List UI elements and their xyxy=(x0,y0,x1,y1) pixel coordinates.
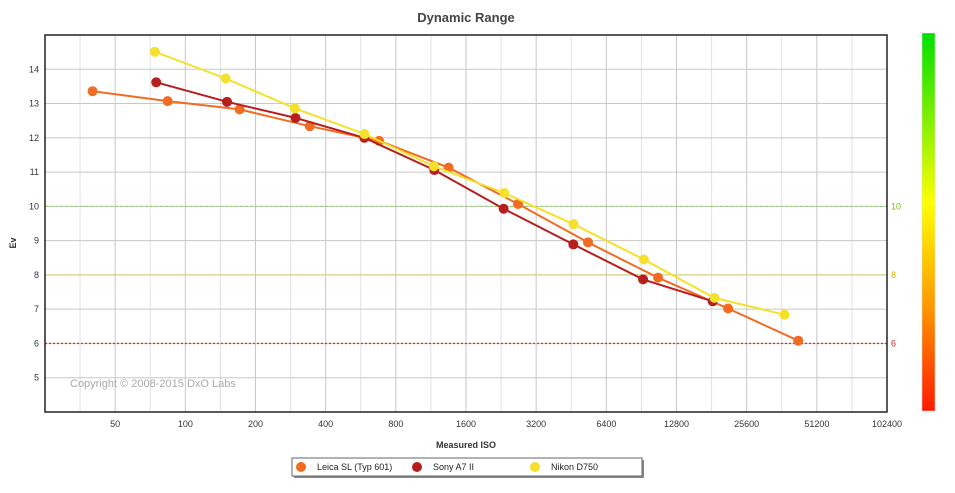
series-line xyxy=(92,90,799,342)
reference-label-10: 10 xyxy=(891,201,901,211)
color-scale-bar xyxy=(921,32,936,412)
plot-area-border xyxy=(44,34,888,413)
series-line xyxy=(154,50,785,316)
reference-lines: 10 8 6 xyxy=(45,201,901,348)
chart-title: Dynamic Range xyxy=(417,10,515,25)
data-point[interactable] xyxy=(638,274,649,285)
legend-box xyxy=(291,457,643,477)
data-point[interactable] xyxy=(289,103,300,114)
data-point[interactable] xyxy=(290,112,301,123)
data-point[interactable] xyxy=(234,104,245,115)
legend-marker xyxy=(412,462,422,472)
data-point[interactable] xyxy=(220,73,231,84)
x-tick-label: 102400 xyxy=(872,419,902,429)
data-point[interactable] xyxy=(513,198,524,209)
data-point[interactable] xyxy=(222,96,233,107)
x-tick-label: 200 xyxy=(248,419,263,429)
x-tick-label: 800 xyxy=(388,419,403,429)
data-point[interactable] xyxy=(653,272,664,283)
y-tick-labels: 5 6 7 8 9 10 11 12 13 14 xyxy=(29,64,39,382)
x-tick-label: 51200 xyxy=(804,419,829,429)
legend: Leica SL (Typ 601) Sony A7 II Nikon D750 xyxy=(291,457,644,478)
y-tick-label: 11 xyxy=(30,167,39,177)
y-tick-label: 13 xyxy=(29,99,39,109)
x-tick-labels: 50 100 200 400 800 1600 3200 6400 12800 25600 5120… xyxy=(110,419,902,429)
copyright-annotation: Copyright © 2008-2015 DxO Labs xyxy=(70,378,236,390)
x-tick-label: 50 xyxy=(110,419,120,429)
data-point[interactable] xyxy=(709,292,720,303)
y-tick-label: 7 xyxy=(34,304,39,314)
data-point[interactable] xyxy=(428,161,439,172)
data-point[interactable] xyxy=(149,46,160,57)
data-point[interactable] xyxy=(568,219,579,230)
series-line xyxy=(155,81,714,303)
legend-label[interactable]: Leica SL (Typ 601) xyxy=(317,462,392,472)
y-tick-label: 8 xyxy=(34,270,39,280)
series-0 xyxy=(87,86,804,346)
y-tick-label: 14 xyxy=(29,64,39,74)
legend-label[interactable]: Nikon D750 xyxy=(551,462,598,472)
data-point[interactable] xyxy=(583,237,594,248)
y-tick-label: 9 xyxy=(34,236,39,246)
x-tick-label: 12800 xyxy=(664,419,689,429)
data-point[interactable] xyxy=(151,77,162,88)
x-tick-label: 100 xyxy=(178,419,193,429)
data-point[interactable] xyxy=(87,86,98,97)
y-tick-label: 5 xyxy=(34,373,39,383)
x-axis-label: Measured ISO xyxy=(436,440,496,450)
series-2 xyxy=(149,46,790,320)
data-point[interactable] xyxy=(723,303,734,314)
x-tick-label: 3200 xyxy=(526,419,546,429)
reference-label-6: 6 xyxy=(891,338,896,348)
reference-label-8: 8 xyxy=(891,270,896,280)
data-point[interactable] xyxy=(638,254,649,265)
y-tick-label: 6 xyxy=(34,338,39,348)
y-axis-label: Ev xyxy=(8,237,18,248)
x-tick-label: 25600 xyxy=(734,419,759,429)
y-tick-label: 10 xyxy=(29,201,39,211)
x-tick-label: 6400 xyxy=(596,419,616,429)
x-tick-label: 1600 xyxy=(456,419,476,429)
data-point[interactable] xyxy=(162,96,173,107)
y-tick-label: 12 xyxy=(29,133,39,143)
data-point[interactable] xyxy=(793,335,804,346)
series-lines xyxy=(87,46,804,346)
gridlines xyxy=(45,35,887,412)
legend-marker xyxy=(530,462,540,472)
legend-label[interactable]: Sony A7 II xyxy=(433,462,474,472)
data-point[interactable] xyxy=(359,129,370,140)
data-point[interactable] xyxy=(498,203,509,214)
legend-marker xyxy=(296,462,306,472)
x-tick-label: 400 xyxy=(318,419,333,429)
data-point[interactable] xyxy=(568,239,579,250)
data-point[interactable] xyxy=(499,187,510,198)
data-point[interactable] xyxy=(779,309,790,320)
